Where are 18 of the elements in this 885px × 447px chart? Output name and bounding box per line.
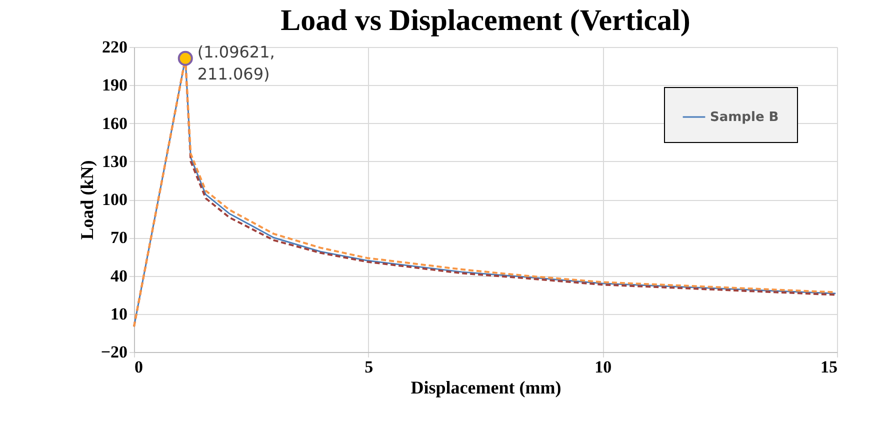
x-tick-label: 15 [820,358,838,376]
x-tick-label: 5 [364,358,374,376]
y-tick-label: 220 [102,38,128,56]
x-tick-label: 10 [594,358,612,376]
chart-title: Load vs Displacement (Vertical) [280,4,690,37]
y-tick-label: 40 [110,266,128,286]
y-axis-title: Load (kN) [76,160,97,240]
y-tick-label: 190 [102,76,128,95]
y-tick-label: 10 [110,304,128,324]
x-tick-label: 0 [134,358,143,376]
y-tick-label: 130 [102,152,128,171]
annotation: (1.09621, 211.069) [197,42,275,84]
legend-label: Sample B [710,110,779,125]
x-axis-title: Displacement (mm) [410,378,562,398]
y-tick-label: 160 [102,114,128,133]
y-tick-label: 100 [102,190,128,209]
y-tick-label: 70 [110,228,128,248]
y-tick-label: −20 [100,342,128,362]
